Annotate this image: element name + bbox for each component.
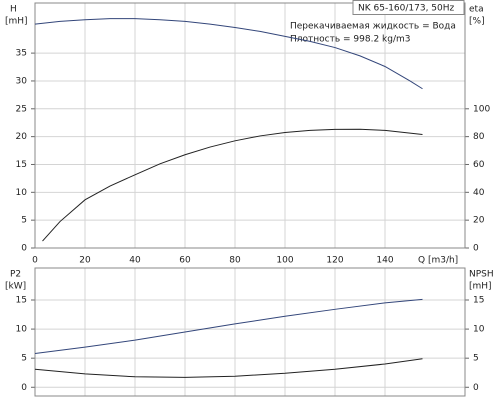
y-axis-label: H xyxy=(10,5,17,15)
y-tick-label: 0 xyxy=(21,244,27,254)
y-tick-label: 15 xyxy=(16,296,27,306)
y2-axis-label: NPSH xyxy=(469,270,494,280)
y-tick-label: 10 xyxy=(16,325,28,335)
y2-axis-unit: [%] xyxy=(469,17,485,27)
y2-tick-label: 80 xyxy=(473,132,485,142)
y2-tick-label: 20 xyxy=(473,216,485,226)
curve xyxy=(34,298,423,355)
y2-axis-label: eta xyxy=(469,5,484,15)
y2-tick-label: 0 xyxy=(473,383,479,393)
y2-tick-label: 0 xyxy=(473,244,479,254)
x-tick-label: 140 xyxy=(376,256,393,266)
plot-frame xyxy=(34,2,466,249)
x-tick-label: 120 xyxy=(326,256,343,266)
y2-tick-label: 15 xyxy=(473,296,484,306)
y2-axis-unit: [mH] xyxy=(469,282,492,292)
y-tick-label: 0 xyxy=(21,383,27,393)
curve xyxy=(34,358,423,378)
y-tick-label: 5 xyxy=(21,216,27,226)
curve xyxy=(34,18,423,90)
y-axis-unit: [mH] xyxy=(5,17,28,27)
x-axis-label: Q [m3/h] xyxy=(418,256,458,266)
curve xyxy=(42,128,423,242)
y-tick-label: 5 xyxy=(21,354,27,364)
x-tick-label: 80 xyxy=(229,256,241,266)
y-axis-unit: [kW] xyxy=(5,282,26,292)
y-tick-label: 25 xyxy=(16,104,27,114)
y-tick-label: 10 xyxy=(16,188,28,198)
y2-tick-label: 40 xyxy=(473,188,485,198)
y-tick-label: 35 xyxy=(16,49,27,59)
info-box-title: NK 65-160/173, 50Hz xyxy=(358,4,455,14)
info-box xyxy=(352,0,465,15)
plot-frame xyxy=(34,267,466,397)
y-tick-label: 30 xyxy=(16,76,28,86)
y-tick-label: 20 xyxy=(16,132,28,142)
annotation: Перекачиваемая жидкость = Вода xyxy=(290,22,456,32)
x-tick-label: 40 xyxy=(129,256,141,266)
y-tick-label: 15 xyxy=(16,160,27,170)
y2-tick-label: 5 xyxy=(473,354,479,364)
y2-tick-label: 60 xyxy=(473,160,485,170)
y2-tick-label: 10 xyxy=(473,325,485,335)
y-axis-label: P2 xyxy=(10,270,21,280)
y2-tick-label: 100 xyxy=(473,104,490,114)
x-tick-label: 20 xyxy=(79,256,91,266)
x-tick-label: 100 xyxy=(276,256,293,266)
annotation: Плотность = 998.2 kg/m3 xyxy=(290,35,411,45)
x-tick-label: 0 xyxy=(32,256,38,266)
x-tick-label: 60 xyxy=(179,256,191,266)
